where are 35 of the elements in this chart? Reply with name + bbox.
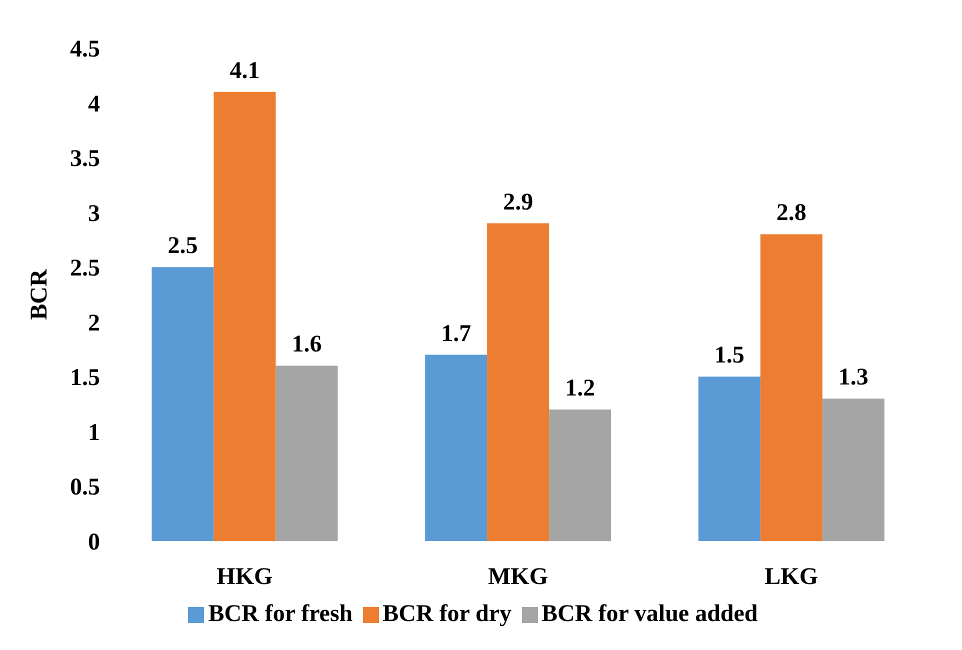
legend-label: BCR for value added (542, 601, 758, 627)
bar (152, 267, 214, 541)
bar (425, 354, 488, 541)
y-tick-label: 1.5 (70, 365, 100, 392)
bar (276, 366, 338, 541)
x-tick-label: LKG (764, 564, 818, 590)
data-label: 1.3 (838, 364, 868, 391)
x-tick-label: MKG (488, 564, 548, 590)
data-label: 1.5 (714, 342, 744, 369)
legend-label: BCR for dry (382, 601, 512, 627)
y-tick-label: 1 (88, 420, 100, 446)
bar (487, 223, 550, 541)
y-tick-label: 0.5 (70, 474, 100, 501)
data-label: 1.7 (441, 320, 472, 347)
data-label: 1.2 (565, 376, 596, 402)
y-axis-title: BCR (26, 268, 53, 320)
bar (698, 376, 760, 541)
y-tick-label: 3 (88, 200, 100, 227)
data-label: 2.5 (168, 233, 198, 260)
bar (214, 92, 276, 541)
y-tick-label: 3.5 (70, 146, 100, 172)
x-tick-label: HKG (216, 564, 273, 590)
bar (822, 398, 884, 541)
y-tick-label: 4.5 (70, 36, 100, 63)
y-tick-label: 0 (88, 530, 100, 556)
data-label: 4.1 (230, 58, 260, 84)
y-tick-label: 2.5 (70, 256, 100, 282)
bar (760, 234, 822, 541)
y-tick-label: 2 (88, 310, 100, 336)
data-label: 2.9 (503, 189, 534, 216)
bar (549, 410, 612, 541)
data-label: 1.6 (292, 332, 322, 358)
data-label: 2.8 (776, 200, 806, 226)
legend-label: BCR for fresh (208, 601, 353, 627)
y-tick-label: 4 (88, 91, 100, 118)
